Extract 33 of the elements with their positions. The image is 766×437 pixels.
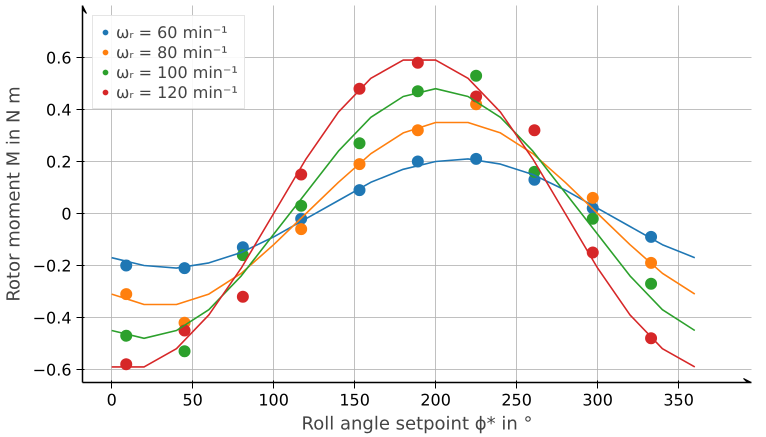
line-series bbox=[110, 59, 696, 368]
x-tick-label: 350 bbox=[663, 390, 694, 410]
x-axis-title: Roll angle setpoint ϕ* in ° bbox=[302, 414, 532, 434]
x-tick-label: 200 bbox=[420, 390, 451, 410]
point bbox=[586, 192, 599, 204]
y-tick-label: −0.4 bbox=[32, 308, 72, 328]
point bbox=[236, 290, 249, 303]
point bbox=[645, 278, 658, 290]
line-series bbox=[110, 122, 696, 306]
point bbox=[470, 70, 482, 82]
point bbox=[178, 345, 191, 358]
y-tick-label: −0.6 bbox=[32, 360, 72, 380]
x-tick-label: 50 bbox=[182, 390, 203, 410]
point bbox=[353, 137, 366, 150]
legend-label: ωᵣ = 80 min⁻¹ bbox=[116, 42, 228, 62]
legend-label: ωᵣ = 100 min⁻¹ bbox=[116, 62, 238, 82]
y-tick-label: 0 bbox=[61, 204, 72, 224]
x-tick-label: 0 bbox=[106, 390, 117, 410]
y-tick-label: 0.2 bbox=[46, 152, 72, 172]
legend-label: ωᵣ = 60 min⁻¹ bbox=[116, 22, 228, 42]
y-axis-title: Rotor moment M in N m bbox=[4, 86, 25, 302]
y-tick-label: 0.6 bbox=[46, 48, 72, 68]
x-tick-label: 150 bbox=[339, 390, 370, 410]
point bbox=[586, 212, 599, 225]
legend-label: ωᵣ = 120 min⁻¹ bbox=[116, 82, 238, 102]
point bbox=[528, 124, 540, 136]
y-tick-label: −0.2 bbox=[32, 256, 72, 276]
y-tick-label: 0.4 bbox=[46, 100, 72, 120]
x-tick-label: 300 bbox=[582, 390, 613, 410]
point bbox=[295, 223, 308, 236]
x-tick-label: 250 bbox=[501, 390, 532, 410]
line-series bbox=[110, 88, 696, 340]
x-tick-label: 100 bbox=[258, 390, 289, 410]
